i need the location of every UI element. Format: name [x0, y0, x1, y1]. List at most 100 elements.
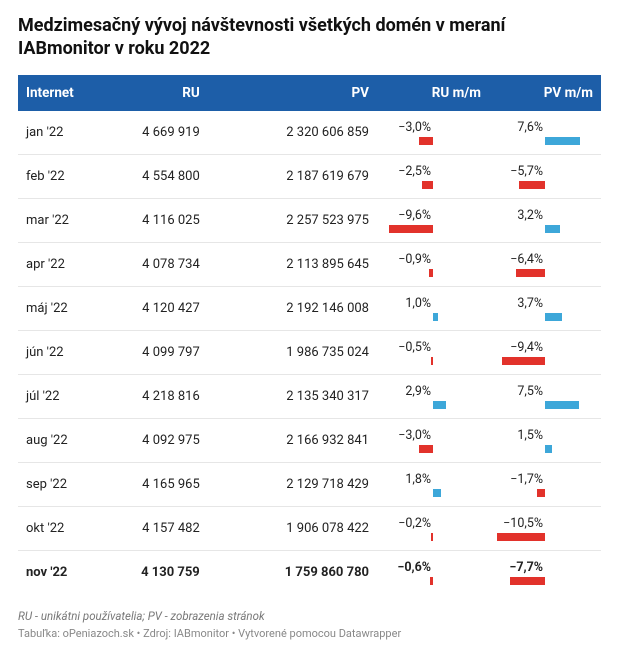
- cell-pv-mm: −7,7%: [489, 550, 601, 594]
- cell-month: aug '22: [18, 418, 82, 462]
- mm-cell: −6,4%: [497, 252, 593, 277]
- bar-track: [497, 357, 593, 365]
- mm-cell: −10,5%: [497, 516, 593, 541]
- bar-segment: [545, 137, 580, 145]
- cell-pv-mm: 7,5%: [489, 374, 601, 418]
- cell-month: sep '22: [18, 462, 82, 506]
- cell-pv: 2 113 895 645: [208, 242, 377, 286]
- cell-month: jan '22: [18, 111, 82, 155]
- cell-pv: 2 257 523 975: [208, 198, 377, 242]
- mm-cell: −5,7%: [497, 164, 593, 189]
- mm-value: −0,2%: [385, 516, 431, 531]
- bar-segment: [545, 225, 560, 233]
- col-ru-mm: RU m/m: [377, 75, 489, 111]
- cell-month: máj '22: [18, 286, 82, 330]
- bar-segment: [537, 489, 545, 497]
- cell-ru-mm: −0,6%: [377, 550, 489, 594]
- mm-value: 2,9%: [385, 384, 431, 399]
- cell-ru: 4 116 025: [82, 198, 208, 242]
- mm-value: −3,0%: [385, 428, 431, 443]
- bar-track: [497, 137, 593, 145]
- mm-value: −3,0%: [385, 120, 431, 135]
- cell-pv: 1 906 078 422: [208, 506, 377, 550]
- mm-value: −6,4%: [497, 252, 543, 267]
- cell-pv-mm: 3,2%: [489, 198, 601, 242]
- table-row: mar '224 116 0252 257 523 975 −9,6% 3,2%: [18, 198, 601, 242]
- cell-ru: 4 092 975: [82, 418, 208, 462]
- cell-ru-mm: 2,9%: [377, 374, 489, 418]
- cell-ru: 4 120 427: [82, 286, 208, 330]
- mm-cell: 7,5%: [497, 384, 593, 409]
- mm-cell: −0,9%: [385, 252, 481, 277]
- mm-cell: −9,4%: [497, 340, 593, 365]
- bar-segment: [430, 577, 433, 585]
- col-ru: RU: [82, 75, 208, 111]
- cell-month: feb '22: [18, 154, 82, 198]
- bar-segment: [516, 269, 545, 277]
- mm-value: −0,5%: [385, 340, 431, 355]
- cell-pv-mm: −1,7%: [489, 462, 601, 506]
- bar-segment: [422, 181, 433, 189]
- bar-track: [385, 577, 481, 585]
- cell-month: mar '22: [18, 198, 82, 242]
- cell-pv-mm: 1,5%: [489, 418, 601, 462]
- cell-ru-mm: −3,0%: [377, 111, 489, 155]
- mm-cell: 1,0%: [385, 296, 481, 321]
- bar-track: [385, 533, 481, 541]
- mm-value: −0,6%: [385, 560, 431, 575]
- bar-segment: [497, 533, 545, 541]
- mm-value: −2,5%: [385, 164, 431, 179]
- mm-value: 1,0%: [385, 296, 431, 311]
- mm-value: 7,6%: [497, 120, 543, 135]
- bar-track: [497, 225, 593, 233]
- cell-ru-mm: −0,9%: [377, 242, 489, 286]
- bar-segment: [545, 445, 552, 453]
- mm-value: −5,7%: [497, 164, 543, 179]
- bar-track: [497, 577, 593, 585]
- mm-cell: −3,0%: [385, 120, 481, 145]
- bar-track: [385, 313, 481, 321]
- table-row: okt '224 157 4821 906 078 422 −0,2% −10,…: [18, 506, 601, 550]
- mm-cell: −1,7%: [497, 472, 593, 497]
- cell-ru: 4 669 919: [82, 111, 208, 155]
- cell-pv-mm: −10,5%: [489, 506, 601, 550]
- cell-ru-mm: 1,0%: [377, 286, 489, 330]
- mm-cell: −0,5%: [385, 340, 481, 365]
- table-header-row: Internet RU PV RU m/m PV m/m: [18, 75, 601, 111]
- mm-cell: 3,2%: [497, 208, 593, 233]
- bar-segment: [545, 313, 562, 321]
- mm-value: −0,9%: [385, 252, 431, 267]
- mm-value: −9,6%: [385, 208, 431, 223]
- col-pv-mm: PV m/m: [489, 75, 601, 111]
- table-row: aug '224 092 9752 166 932 841 −3,0% 1,5%: [18, 418, 601, 462]
- mm-cell: 2,9%: [385, 384, 481, 409]
- mm-cell: 1,8%: [385, 472, 481, 497]
- bar-track: [385, 357, 481, 365]
- cell-month: nov '22: [18, 550, 82, 594]
- bar-segment: [433, 401, 446, 409]
- credits: Tabuľka: oPeniazoch.sk • Zdroj: IABmonit…: [18, 627, 601, 640]
- cell-pv: 2 192 146 008: [208, 286, 377, 330]
- col-pv: PV: [208, 75, 377, 111]
- data-table: Internet RU PV RU m/m PV m/m jan '224 66…: [18, 75, 601, 594]
- cell-ru-mm: −3,0%: [377, 418, 489, 462]
- bar-track: [497, 269, 593, 277]
- cell-pv: 1 986 735 024: [208, 330, 377, 374]
- chart-title: Medzimesačný vývoj návštevnosti všetkých…: [18, 14, 601, 61]
- cell-ru-mm: −9,6%: [377, 198, 489, 242]
- bar-track: [385, 137, 481, 145]
- bar-track: [385, 445, 481, 453]
- mm-cell: −0,2%: [385, 516, 481, 541]
- bar-segment: [431, 533, 433, 541]
- mm-cell: −2,5%: [385, 164, 481, 189]
- mm-value: −1,7%: [497, 472, 543, 487]
- table-row: jún '224 099 7971 986 735 024 −0,5% −9,4…: [18, 330, 601, 374]
- cell-ru-mm: −2,5%: [377, 154, 489, 198]
- cell-ru: 4 078 734: [82, 242, 208, 286]
- cell-pv-mm: −9,4%: [489, 330, 601, 374]
- mm-value: 3,2%: [497, 208, 543, 223]
- bar-track: [497, 313, 593, 321]
- bar-track: [385, 181, 481, 189]
- bar-segment: [502, 357, 545, 365]
- bar-segment: [433, 489, 441, 497]
